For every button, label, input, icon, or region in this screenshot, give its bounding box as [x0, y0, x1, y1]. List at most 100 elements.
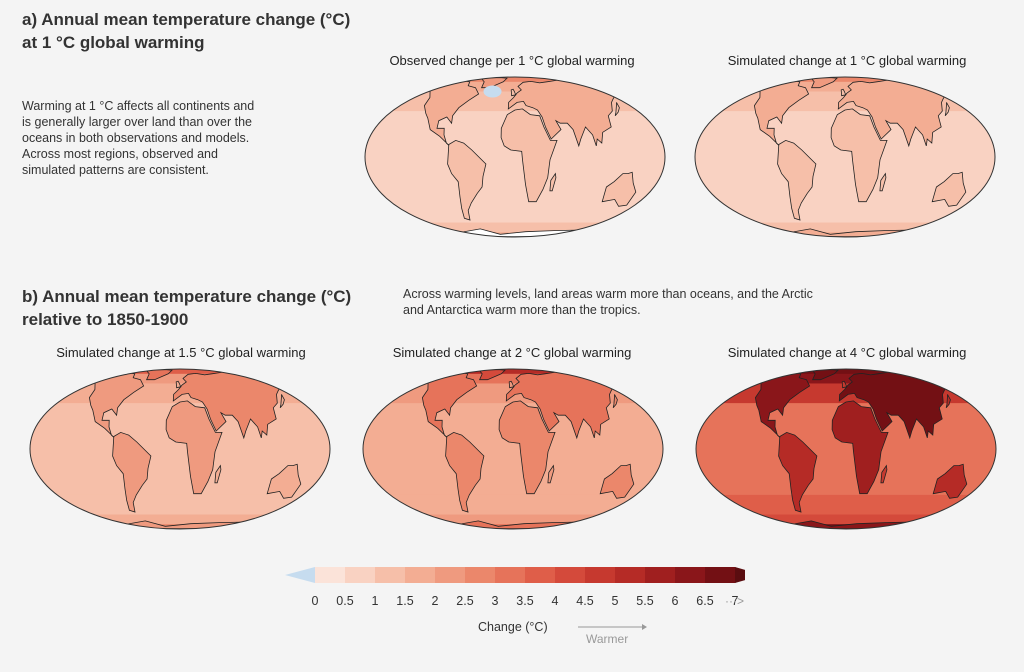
ocean-band	[365, 202, 665, 224]
description-line: Across most regions, observed and	[22, 147, 218, 161]
colorbar-segment	[675, 567, 706, 583]
colorbar-tick-label: 4	[551, 594, 559, 608]
australia-outline	[931, 171, 967, 207]
map-frame	[362, 368, 664, 530]
colorbar-segment	[585, 567, 616, 583]
ocean-band	[363, 369, 663, 375]
colorbar-above-triangle	[735, 567, 745, 583]
map-frame	[29, 368, 331, 530]
map-frame	[694, 76, 996, 238]
japan-outline	[614, 102, 620, 117]
description-line: is generally larger over land than over …	[22, 115, 252, 129]
section-b-heading-line1: b) Annual mean temperature change (°C)	[22, 287, 352, 306]
new-zealand-outline	[963, 497, 978, 507]
colorbar-segment	[615, 567, 646, 583]
colorbar-tick-label: 2.5	[456, 594, 474, 608]
warmer-arrow-icon	[578, 624, 647, 630]
ocean-band	[695, 222, 995, 233]
section-a-description: Warming at 1 °C affects all continents a…	[22, 98, 322, 178]
australia-outline	[266, 463, 302, 499]
section-b-description: Across warming levels, land areas warm m…	[403, 286, 923, 318]
colorbar-unit-label: Change (°C)	[478, 620, 548, 634]
madagascar-outline	[214, 464, 222, 484]
new-zealand-outline	[962, 205, 977, 215]
ocean-band	[696, 369, 996, 375]
new-zealand-outline	[632, 205, 647, 215]
south-america-outline	[447, 139, 487, 221]
ocean-band	[365, 77, 665, 83]
section-a-heading: a) Annual mean temperature change (°C) a…	[22, 8, 350, 54]
ocean-band	[30, 494, 330, 516]
ocean-band	[695, 77, 995, 83]
colorbar-tick-label: 3	[491, 594, 499, 608]
map-simulated-1c	[694, 76, 996, 238]
eurasia-outline	[505, 370, 617, 440]
description-line: and Antarctica warm more than the tropic…	[403, 303, 641, 317]
africa-outline	[498, 400, 556, 495]
north-america-outline	[78, 372, 145, 439]
ocean-band	[30, 369, 330, 375]
description-line: Warming at 1 °C affects all continents a…	[22, 99, 255, 113]
ocean-band	[365, 222, 665, 233]
ocean-band	[696, 514, 996, 525]
uk-outline	[841, 380, 848, 389]
south-america-outline	[445, 431, 485, 513]
colorbar-segment	[645, 567, 676, 583]
map-simulated-1-5c	[29, 368, 331, 530]
description-line: simulated patterns are consistent.	[22, 163, 209, 177]
colorbar-segment	[465, 567, 496, 583]
africa-outline	[830, 108, 888, 203]
colorbar-tick-label: 5.5	[636, 594, 654, 608]
colorbar-tick-label: 6.5	[696, 594, 714, 608]
south-america-outline	[777, 139, 817, 221]
madagascar-outline	[549, 172, 557, 192]
eurasia-outline	[837, 78, 949, 148]
ocean-band	[30, 514, 330, 525]
more-indicator: ···>	[725, 594, 744, 608]
north-america-outline	[743, 80, 810, 147]
australia-outline	[599, 463, 635, 499]
eurasia-outline	[838, 370, 950, 440]
japan-outline	[279, 394, 285, 409]
australia-outline	[601, 171, 637, 207]
map-title-observed-1c: Observed change per 1 °C global warming	[389, 53, 635, 68]
colorbar-tick-label: 2	[431, 594, 439, 608]
uk-outline	[510, 88, 517, 97]
colorbar-tick-label: 7	[731, 594, 739, 608]
colorbar	[285, 567, 745, 583]
colorbar-segment	[315, 567, 346, 583]
section-a-heading-line1: a) Annual mean temperature change (°C)	[22, 10, 351, 29]
colorbar-tick-label: 4.5	[576, 594, 594, 608]
ocean-band	[365, 81, 665, 93]
ocean-band	[363, 373, 663, 385]
map-title-simulated-1-5c: Simulated change at 1.5 °C global warmin…	[56, 345, 306, 360]
colorbar-tick-label: 0.5	[336, 594, 354, 608]
north-america-outline	[411, 372, 478, 439]
colorbar-segment	[435, 567, 466, 583]
section-a-heading-line2: at 1 °C global warming	[22, 33, 205, 52]
section-b-heading: b) Annual mean temperature change (°C) r…	[22, 285, 351, 331]
map-simulated-2c	[362, 368, 664, 530]
colorbar-segment	[705, 567, 736, 583]
colorbar-below-triangle	[285, 567, 315, 583]
colorbar-tick-label: 1.5	[396, 594, 414, 608]
map-title-simulated-4c: Simulated change at 4 °C global warming	[727, 345, 967, 360]
north-america-outline	[744, 372, 811, 439]
colorbar-tick-label: 1	[371, 594, 379, 608]
madagascar-outline	[879, 172, 887, 192]
colorbar-tick-label: 6	[671, 594, 679, 608]
new-zealand-outline	[297, 497, 312, 507]
eurasia-outline	[172, 370, 284, 440]
north-america-outline	[413, 80, 480, 147]
map-observed-1c	[364, 76, 666, 238]
map-title-simulated-1c: Simulated change at 1 °C global warming	[727, 53, 967, 68]
ocean-band	[363, 514, 663, 525]
description-line: Across warming levels, land areas warm m…	[403, 287, 813, 301]
colorbar-tick-label: 0	[311, 594, 319, 608]
africa-outline	[831, 400, 889, 495]
eurasia-outline	[507, 78, 619, 148]
map-frame	[364, 76, 666, 238]
uk-outline	[840, 88, 847, 97]
australia-outline	[932, 463, 968, 499]
ocean-band	[30, 373, 330, 385]
